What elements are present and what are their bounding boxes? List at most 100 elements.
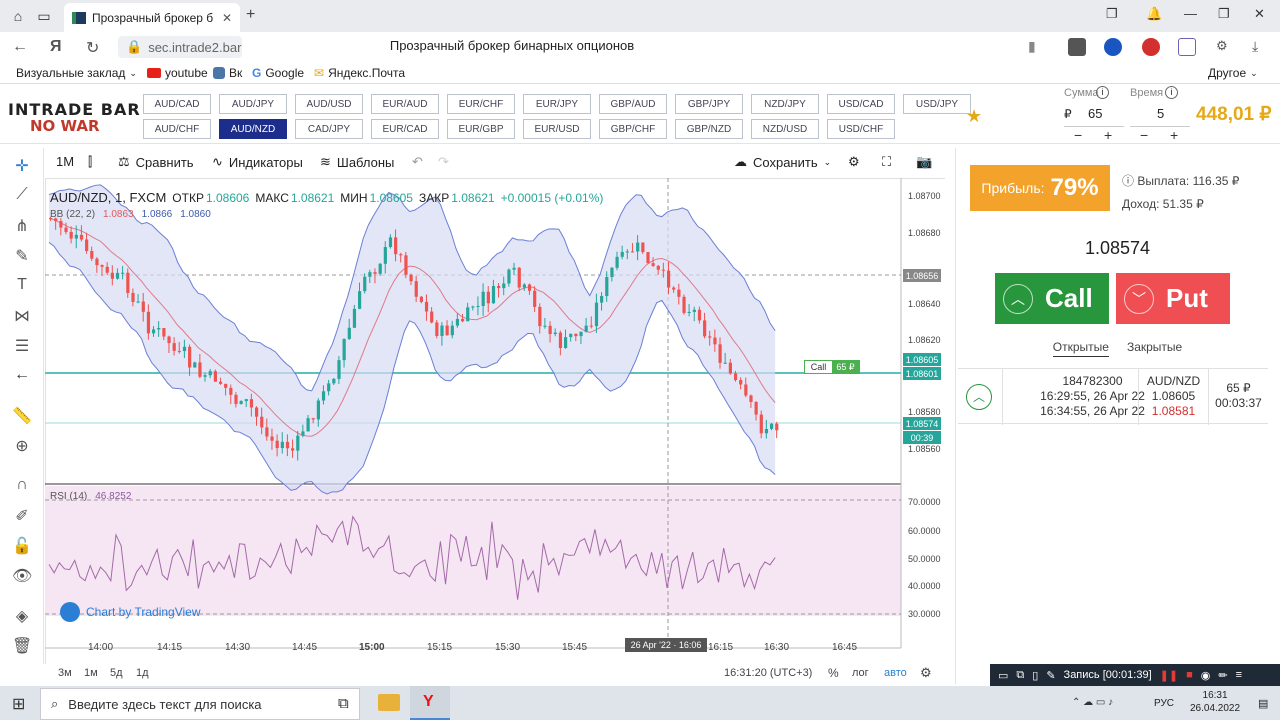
pair-button-gbp-chf[interactable]: GBP/CHF: [599, 119, 667, 139]
menu-icon[interactable]: ≡: [1235, 669, 1242, 681]
minimize-icon[interactable]: —: [1184, 6, 1197, 21]
arrow-left-icon[interactable]: ←: [14, 366, 30, 383]
settings-icon[interactable]: ⚙: [848, 154, 860, 169]
time-increase-button[interactable]: +: [1170, 127, 1179, 143]
yandex-browser-icon[interactable]: Y: [423, 693, 434, 710]
tab-open-trades[interactable]: Открытые: [1052, 340, 1109, 357]
pattern-icon[interactable]: ⋈: [14, 308, 30, 325]
range-1d[interactable]: 1д: [136, 667, 149, 679]
pair-button-gbp-jpy[interactable]: GBP/JPY: [675, 94, 743, 114]
language-indicator[interactable]: РУС: [1154, 698, 1175, 709]
home-icon[interactable]: ⌂: [13, 8, 23, 24]
pair-button-eur-usd[interactable]: EUR/USD: [523, 119, 591, 139]
put-button[interactable]: ﹀ Put: [1116, 273, 1230, 324]
tray-icons[interactable]: ⌃ ☁ ▭ ♪: [1072, 697, 1114, 708]
pair-button-aud-jpy[interactable]: AUD/JPY: [219, 94, 287, 114]
recorder-icon[interactable]: ▭: [998, 669, 1009, 682]
bookmark-google[interactable]: G Google: [252, 66, 305, 80]
eye-icon[interactable]: 👁: [12, 568, 33, 585]
fib-icon[interactable]: ☰: [14, 338, 30, 355]
range-3m[interactable]: 3м: [58, 667, 72, 679]
interval-button[interactable]: 1M: [56, 154, 75, 169]
download-icon[interactable]: ⤓: [1252, 38, 1259, 54]
text-icon[interactable]: T: [17, 276, 27, 293]
time-decrease-button[interactable]: −: [1140, 127, 1149, 143]
templates-button[interactable]: ≋ Шаблоны: [320, 154, 395, 170]
undo-icon[interactable]: ↶: [412, 154, 423, 169]
rsi-label[interactable]: RSI (14): [50, 491, 88, 502]
recorder-icon[interactable]: ⧉: [1016, 668, 1025, 681]
pair-button-nzd-usd[interactable]: NZD/USD: [751, 119, 819, 139]
extension-icon[interactable]: [1104, 38, 1122, 56]
pair-button-aud-nzd[interactable]: AUD/NZD: [219, 119, 287, 139]
extension-icon[interactable]: ⚙: [1216, 38, 1228, 53]
trendline-icon[interactable]: ⟋: [16, 186, 28, 203]
chart-settings-icon[interactable]: ⚙: [920, 665, 932, 680]
lock-drawing-icon[interactable]: ✐: [15, 508, 29, 525]
pen-icon[interactable]: ✏: [1218, 669, 1228, 682]
save-button[interactable]: ☁ Сохранить ⌄: [734, 154, 832, 170]
pair-button-gbp-nzd[interactable]: GBP/NZD: [675, 119, 743, 139]
trade-row[interactable]: ︿ 184782300 16:29:55, 26 Apr 22 16:34:55…: [958, 368, 1268, 425]
fullscreen-icon[interactable]: ⛶: [882, 154, 892, 169]
magnet-icon[interactable]: ∩: [16, 476, 28, 493]
logo-text[interactable]: INTRADE BAR: [8, 100, 141, 119]
adblock-icon[interactable]: [1142, 38, 1160, 56]
ruler-icon[interactable]: 📏: [12, 408, 32, 425]
reload-icon[interactable]: ↻: [86, 40, 100, 57]
taskbar-browser-active[interactable]: [410, 686, 450, 720]
layers-icon[interactable]: ◈: [15, 608, 29, 625]
close-tab-icon[interactable]: ✕: [221, 10, 232, 25]
pair-button-usd-cad[interactable]: USD/CAD: [827, 94, 895, 114]
browser-tab[interactable]: Прозрачный брокер б ✕: [64, 3, 240, 32]
tradingview-watermark[interactable]: Chart by TradingView: [60, 602, 201, 622]
yandex-icon[interactable]: Я: [50, 38, 62, 55]
sum-increase-button[interactable]: +: [1104, 127, 1113, 143]
pitchfork-icon[interactable]: ⋔: [15, 218, 29, 235]
percent-toggle[interactable]: %: [828, 666, 839, 680]
bb-label[interactable]: BB (22, 2): [50, 209, 96, 220]
tab-closed-trades[interactable]: Закрытые: [1126, 340, 1183, 354]
range-1m[interactable]: 1м: [84, 667, 98, 679]
close-window-icon[interactable]: ✕: [1254, 6, 1265, 21]
file-explorer-icon[interactable]: [378, 694, 400, 711]
pair-button-usd-chf[interactable]: USD/CHF: [827, 119, 895, 139]
log-toggle[interactable]: лог: [852, 667, 869, 679]
price-chart[interactable]: [45, 178, 945, 664]
indicators-button[interactable]: ∿ Индикаторы: [212, 154, 303, 170]
bookmark-other[interactable]: Другое ⌄: [1208, 66, 1258, 80]
info-icon[interactable]: i: [1165, 86, 1178, 99]
pair-button-eur-chf[interactable]: EUR/CHF: [447, 94, 515, 114]
recorder-icon[interactable]: ▯: [1032, 669, 1039, 682]
recorder-icon[interactable]: ✎: [1046, 669, 1056, 682]
compare-button[interactable]: ⚖ Сравнить: [118, 154, 194, 170]
bookmark-visual[interactable]: Визуальные заклад ⌄: [16, 66, 137, 80]
bookmark-vk[interactable]: Вк: [213, 66, 242, 80]
notifications-icon[interactable]: 🔔: [1146, 6, 1163, 21]
pair-button-eur-gbp[interactable]: EUR/GBP: [447, 119, 515, 139]
taskbar-search[interactable]: ⌕ Введите здесь текст для поиска: [40, 688, 360, 720]
new-tab-icon[interactable]: +: [246, 6, 256, 23]
redo-icon[interactable]: ↷: [438, 154, 449, 169]
pair-button-nzd-jpy[interactable]: NZD/JPY: [751, 94, 819, 114]
pair-button-eur-jpy[interactable]: EUR/JPY: [523, 94, 591, 114]
trash-icon[interactable]: 🗑: [12, 638, 33, 655]
pair-button-aud-chf[interactable]: AUD/CHF: [143, 119, 211, 139]
extension-icon[interactable]: [1068, 38, 1086, 56]
favorite-star-icon[interactable]: ★: [966, 106, 983, 126]
candle-style-icon[interactable]: ⫿: [88, 154, 93, 169]
range-5d[interactable]: 5д: [110, 667, 123, 679]
bookmark-yandex-mail[interactable]: ✉ Яндекс.Почта: [314, 66, 406, 80]
call-button[interactable]: ︿ Call: [995, 273, 1109, 324]
taskbar-clock[interactable]: 16:31 26.04.2022: [1190, 690, 1241, 714]
bookmark-youtube[interactable]: youtube: [147, 66, 208, 80]
pair-button-usd-jpy[interactable]: USD/JPY: [903, 94, 971, 114]
brush-icon[interactable]: ✎: [15, 248, 29, 265]
pair-button-eur-aud[interactable]: EUR/AUD: [371, 94, 439, 114]
sum-decrease-button[interactable]: −: [1074, 127, 1083, 143]
pair-button-aud-usd[interactable]: AUD/USD: [295, 94, 363, 114]
pair-button-gbp-aud[interactable]: GBP/AUD: [599, 94, 667, 114]
bookmarks-panel-icon[interactable]: ❐: [1106, 6, 1118, 21]
stop-icon[interactable]: ■: [1186, 669, 1193, 681]
time-input[interactable]: 5: [1157, 106, 1165, 121]
